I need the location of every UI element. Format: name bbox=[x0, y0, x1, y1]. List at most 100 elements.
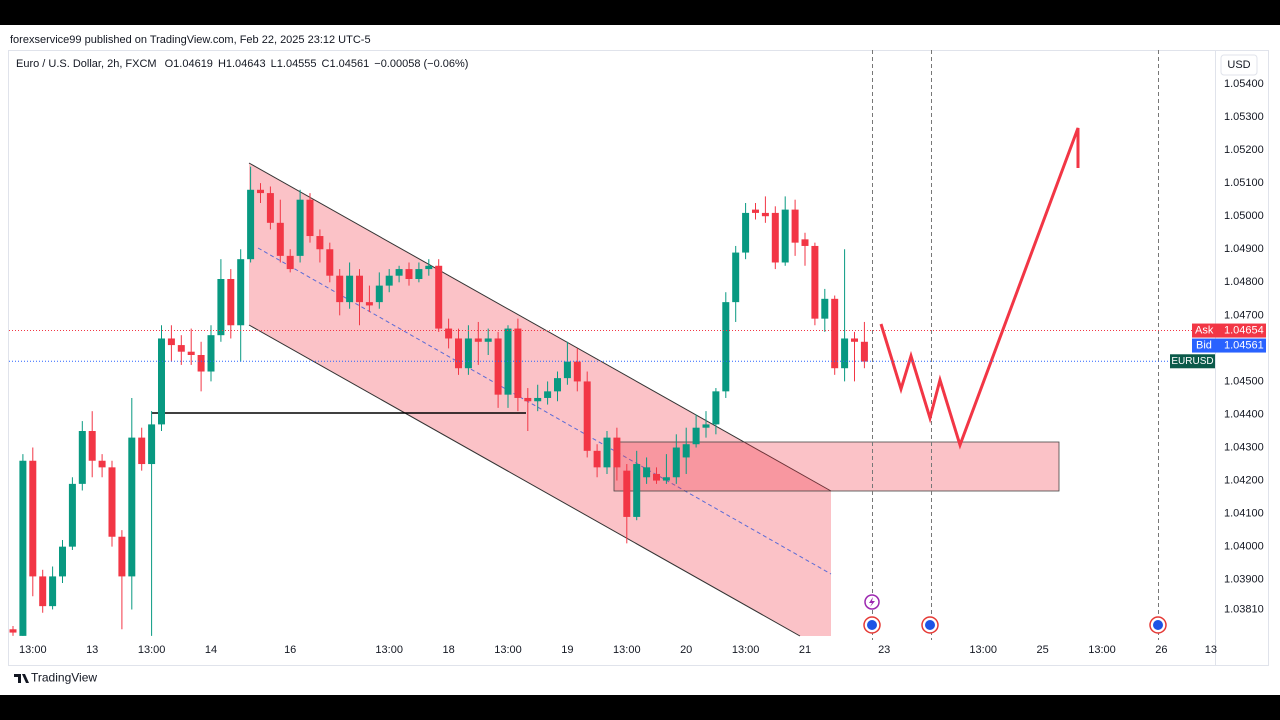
candle-body bbox=[811, 245, 819, 319]
candle-body bbox=[19, 460, 27, 636]
candle-body bbox=[365, 302, 373, 306]
x-tick-label: 19 bbox=[561, 644, 573, 656]
candle-body bbox=[781, 209, 789, 263]
candle-body bbox=[435, 265, 443, 329]
y-tick-label: 1.05200 bbox=[1224, 144, 1264, 156]
x-tick-label: 13:00 bbox=[732, 644, 760, 656]
candle-body bbox=[474, 338, 482, 342]
candle-body bbox=[455, 338, 462, 369]
candle-body bbox=[445, 328, 453, 339]
channel-top bbox=[248, 162, 832, 492]
y-tick-label: 1.04100 bbox=[1224, 508, 1264, 520]
candle-body bbox=[702, 424, 710, 428]
candle-body bbox=[752, 209, 759, 213]
candle-body bbox=[593, 450, 601, 468]
candle-body bbox=[326, 249, 334, 276]
candle-body bbox=[405, 269, 413, 279]
candle-body bbox=[544, 391, 552, 398]
candle-body bbox=[395, 269, 403, 276]
event-icon-glyph bbox=[925, 620, 935, 630]
y-tick-label: 1.04800 bbox=[1224, 276, 1264, 288]
brand-name: TradingView bbox=[31, 671, 97, 685]
candles bbox=[9, 166, 868, 636]
event-icon-glyph bbox=[869, 597, 875, 607]
candle-body bbox=[356, 275, 363, 303]
x-tick-label: 13:00 bbox=[613, 644, 641, 656]
x-tick-label: 13:00 bbox=[375, 644, 403, 656]
y-tick-label: 1.04300 bbox=[1224, 441, 1264, 453]
ask-label: Ask bbox=[1195, 324, 1214, 336]
candle-body bbox=[425, 265, 433, 270]
candle-body bbox=[643, 467, 651, 478]
candle-body bbox=[514, 328, 522, 398]
candle-body bbox=[98, 460, 106, 468]
candle-body bbox=[831, 298, 839, 369]
channel-bottom bbox=[248, 324, 801, 637]
x-tick-label: 13 bbox=[86, 644, 98, 656]
candle-body bbox=[68, 483, 76, 547]
candle-body bbox=[662, 477, 670, 481]
x-tick-label: 18 bbox=[442, 644, 454, 656]
candle-body bbox=[118, 536, 126, 577]
candle-body bbox=[494, 338, 502, 395]
candle-body bbox=[306, 199, 314, 237]
candle-body bbox=[197, 355, 205, 372]
published-note: forexservice99 published on TradingView.… bbox=[10, 34, 371, 46]
x-tick-label: 13:00 bbox=[138, 644, 166, 656]
candle-body bbox=[563, 361, 571, 379]
y-tick-label: 1.03900 bbox=[1224, 574, 1264, 586]
candle-body bbox=[336, 275, 344, 303]
x-tick-label: 13:00 bbox=[494, 644, 522, 656]
candle-body bbox=[722, 302, 730, 392]
y-tick-label: 1.05300 bbox=[1224, 111, 1264, 123]
x-tick-label: 23 bbox=[878, 644, 890, 656]
y-tick-label: 1.04500 bbox=[1224, 375, 1264, 387]
candle-body bbox=[29, 460, 37, 577]
candle-body bbox=[791, 209, 799, 243]
candle-body bbox=[524, 397, 532, 402]
event-icon-glyph bbox=[1153, 620, 1163, 630]
y-tick-label: 1.03810 bbox=[1224, 603, 1264, 615]
canvas bbox=[0, 25, 1280, 695]
candle-body bbox=[138, 437, 146, 465]
candle-body bbox=[801, 239, 809, 246]
x-tick-label: 14 bbox=[205, 644, 217, 656]
ask-box bbox=[1192, 323, 1266, 338]
candle-body bbox=[276, 222, 284, 256]
candle-body bbox=[613, 437, 621, 468]
ask-price: 1.04654 bbox=[1224, 324, 1264, 336]
candle-body bbox=[296, 199, 304, 256]
candle-body bbox=[385, 275, 393, 286]
candle-body bbox=[603, 437, 611, 468]
y-tick-label: 1.05400 bbox=[1224, 78, 1264, 90]
channel-mid bbox=[257, 247, 832, 575]
candle-body bbox=[167, 338, 175, 346]
x-tick-label: 13:00 bbox=[19, 644, 47, 656]
candle-body bbox=[148, 424, 156, 465]
candle-body bbox=[712, 391, 720, 425]
legend-value: C1.04561 bbox=[322, 58, 370, 70]
candle-body bbox=[9, 629, 17, 633]
x-tick-label: 13:00 bbox=[969, 644, 997, 656]
candle-body bbox=[257, 189, 264, 194]
bid-box bbox=[1192, 338, 1266, 353]
x-tick-label: 20 bbox=[680, 644, 692, 656]
candle-body bbox=[464, 338, 472, 369]
bid-label: Bid bbox=[1196, 339, 1212, 351]
candle-body bbox=[88, 431, 96, 461]
bid-price: 1.04561 bbox=[1224, 339, 1264, 351]
candle-body bbox=[316, 236, 324, 250]
candle-body bbox=[158, 338, 165, 425]
legend-value: −0.00058 (−0.06%) bbox=[374, 58, 468, 70]
candle-body bbox=[841, 338, 849, 369]
currency-box[interactable] bbox=[1220, 54, 1258, 76]
candle-body bbox=[187, 351, 195, 355]
candle-body bbox=[554, 378, 561, 392]
candle-body bbox=[732, 252, 740, 303]
legend-value: L1.04555 bbox=[271, 58, 317, 70]
candle-body bbox=[39, 576, 47, 607]
x-tick-label: 16 bbox=[284, 644, 296, 656]
symbol-box bbox=[1170, 354, 1215, 369]
candle-body bbox=[415, 269, 423, 279]
candle-body bbox=[623, 470, 631, 517]
